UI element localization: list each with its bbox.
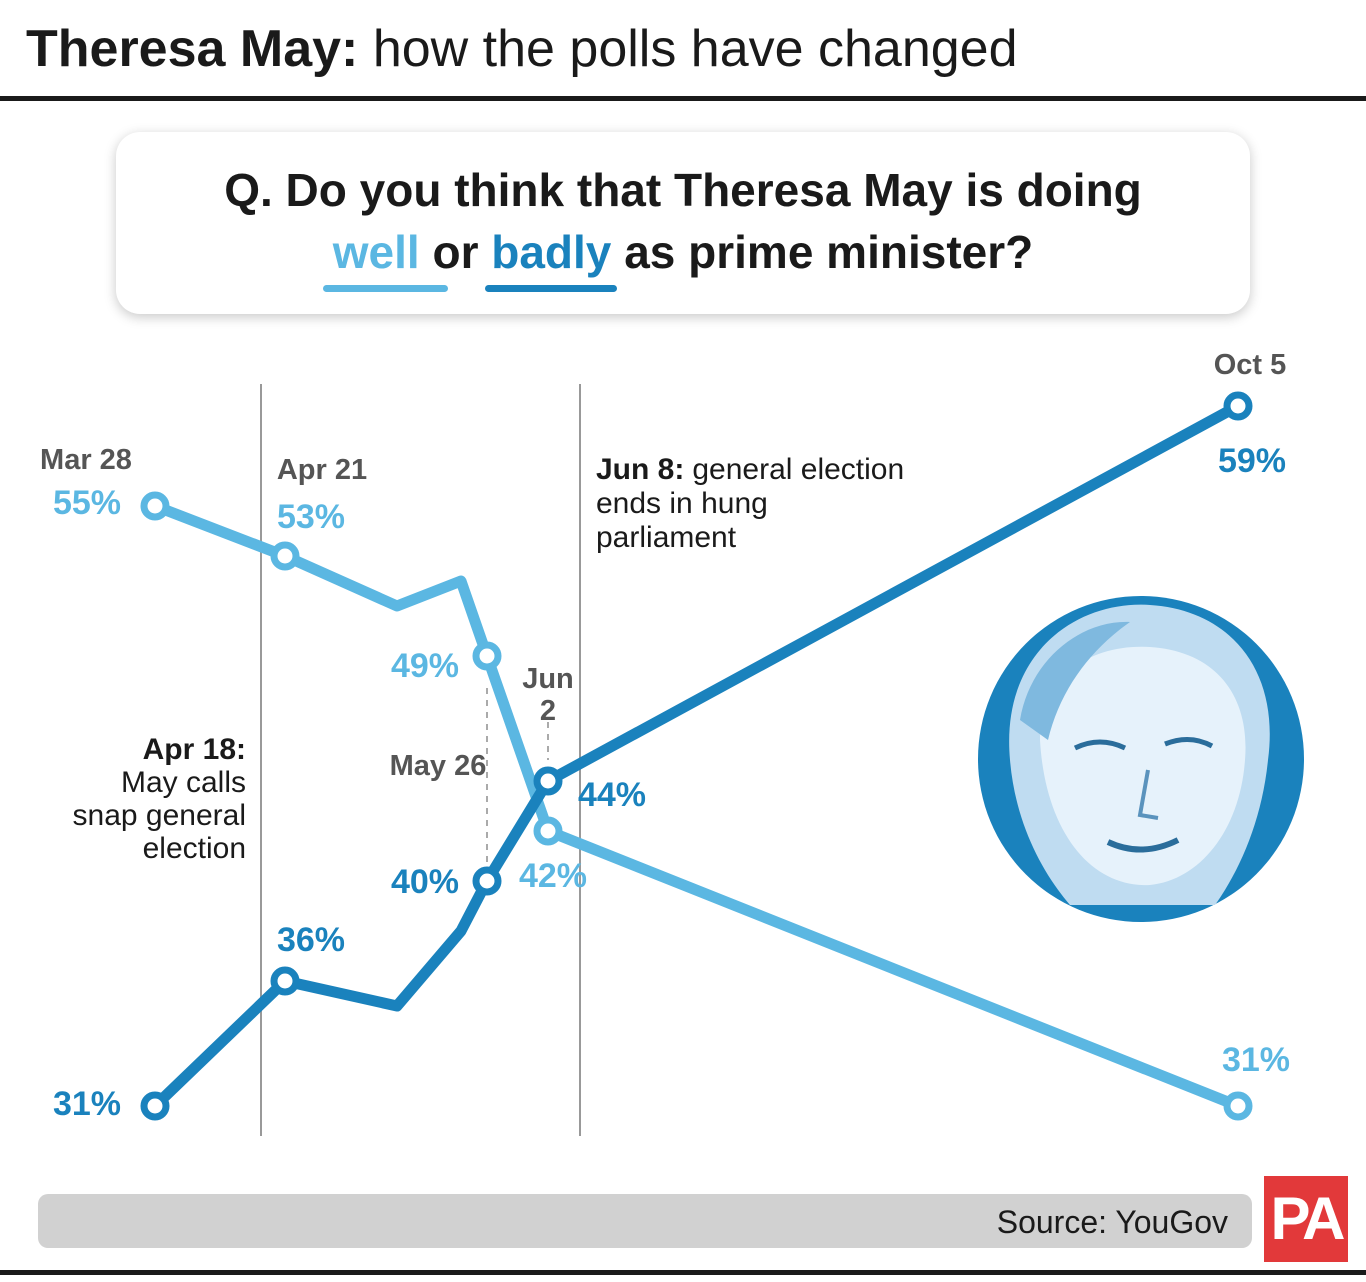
question-tail: as prime minister?: [624, 226, 1034, 278]
theresa-may-portrait: [978, 596, 1304, 922]
date-label-may26: May 26: [390, 750, 487, 782]
date-label-apr21: Apr 21: [277, 454, 367, 486]
question-box: Q. Do you think that Theresa May is doin…: [116, 132, 1250, 314]
event-apr18-line-3: election: [143, 832, 246, 865]
data-label-badly-5: 44%: [578, 776, 646, 814]
event-apr18-line-1: May calls: [121, 766, 246, 799]
data-label-well-4: 49%: [391, 647, 459, 685]
data-label-well-0: 55%: [53, 484, 121, 522]
event-apr18-line-2: snap general: [73, 799, 246, 832]
date-label-jun2-a: Jun: [522, 663, 574, 695]
data-label-well-6: 31%: [1222, 1041, 1290, 1079]
data-label-badly-4: 40%: [391, 863, 459, 901]
event-jun8-line-2: ends in hung: [596, 487, 768, 520]
point-badly-0: [140, 1091, 170, 1121]
question-line-2: well or badly as prime minister?: [116, 224, 1250, 292]
pa-logo: PA: [1264, 1176, 1348, 1262]
point-badly-4: [472, 866, 502, 896]
point-badly-1: [270, 966, 300, 996]
source-text: Source: YouGov: [996, 1204, 1228, 1240]
event-jun8-line-1-rest: general election: [692, 453, 904, 486]
date-label-mar28: Mar 28: [40, 444, 132, 476]
top-rule: [0, 96, 1366, 101]
point-badly-5: [533, 766, 563, 796]
point-well-1: [270, 541, 300, 571]
bottom-rule: [0, 1270, 1366, 1275]
title-bold: Theresa May:: [26, 20, 359, 78]
point-well-5: [533, 816, 563, 846]
date-label-oct5: Oct 5: [1214, 349, 1287, 381]
data-label-badly-1: 36%: [277, 921, 345, 959]
series-layer: 55% 53% 49% 42% 31% 31% 36% 40% 44% 59%: [53, 391, 1290, 1123]
question-or: or: [432, 226, 479, 278]
data-label-badly-0: 31%: [53, 1085, 121, 1123]
point-well-6: [1223, 1091, 1253, 1121]
data-label-badly-6: 59%: [1218, 442, 1286, 480]
legend-well: well: [322, 226, 448, 292]
event-jun8-line-1: Jun 8: general election: [596, 453, 904, 486]
event-jun8-date: Jun 8:: [596, 453, 684, 486]
legend-badly: badly: [485, 226, 618, 292]
title-rest: how the polls have changed: [372, 20, 1018, 78]
footer-bar: Source: YouGov: [38, 1194, 1252, 1248]
question-line-1: Q. Do you think that Theresa May is doin…: [224, 164, 1142, 216]
data-label-well-1: 53%: [277, 498, 345, 536]
date-label-jun2-b: 2: [540, 695, 556, 727]
point-badly-6: [1223, 391, 1253, 421]
event-apr18-date: Apr 18:: [143, 733, 246, 766]
point-well-0: [140, 491, 170, 521]
data-label-well-5: 42%: [519, 857, 587, 895]
chart-title: Theresa May: how the polls have changed: [26, 14, 1018, 84]
event-jun8-line-3: parliament: [596, 521, 737, 554]
point-well-4: [472, 641, 502, 671]
